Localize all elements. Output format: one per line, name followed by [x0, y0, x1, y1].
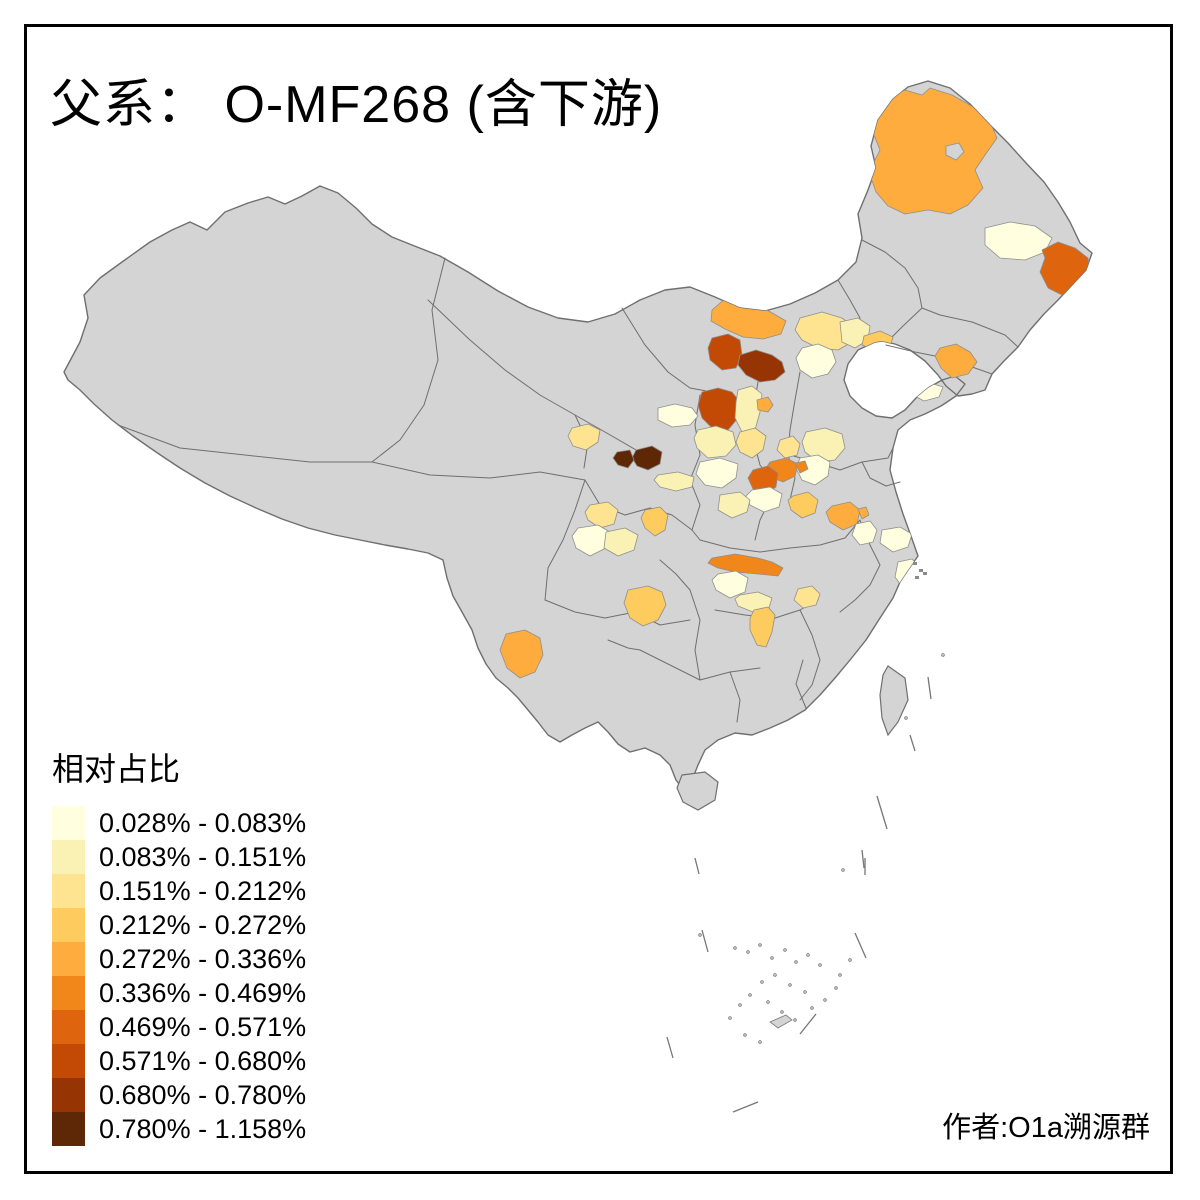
legend-label: 0.151% - 0.212% — [99, 876, 307, 906]
legend-row: 0.780% - 1.158% — [52, 1112, 306, 1146]
legend-row: 0.212% - 0.272% — [52, 908, 306, 942]
map-region-16 — [756, 396, 774, 413]
legend-row: 0.680% - 0.780% — [52, 1078, 306, 1112]
legend-rows: 0.028% - 0.083% 0.083% - 0.151% 0.151% - 0… — [52, 806, 306, 1146]
map-region-18 — [776, 435, 801, 459]
map-region-23 — [567, 423, 601, 451]
map-region-32 — [717, 491, 751, 519]
map-region-07 — [794, 311, 856, 351]
legend-swatch-6 — [52, 976, 85, 1010]
legend-swatch-7 — [52, 1010, 85, 1044]
map-region-43 — [584, 501, 619, 529]
legend-swatch-10 — [52, 1112, 85, 1146]
map-region-38 — [707, 553, 784, 577]
map-region-33 — [825, 501, 861, 531]
map-region-20 — [657, 403, 699, 428]
legend-swatch-3 — [52, 874, 85, 908]
map-region-26 — [653, 471, 695, 492]
legend-row: 0.336% - 0.469% — [52, 976, 306, 1010]
legend-label: 0.083% - 0.151% — [99, 842, 307, 872]
legend-label: 0.571% - 0.680% — [99, 1046, 307, 1076]
map-region-01 — [868, 87, 998, 215]
map-region-22 — [695, 457, 739, 489]
map-region-28 — [794, 460, 809, 474]
map-region-05 — [707, 333, 743, 371]
legend-title: 相对占比 — [52, 751, 181, 787]
legend-swatch-5 — [52, 942, 85, 976]
map-region-35 — [851, 520, 878, 546]
legend-swatch-9 — [52, 1078, 85, 1112]
legend-row: 0.272% - 0.336% — [52, 942, 306, 976]
legend-row: 0.469% - 0.571% — [52, 1010, 306, 1044]
map-region-30 — [787, 491, 819, 519]
legend-row: 0.083% - 0.151% — [52, 840, 306, 874]
map-region-47 — [623, 585, 667, 627]
map-region-48 — [499, 629, 544, 679]
legend-label: 0.680% - 0.780% — [99, 1080, 307, 1110]
map-region-44 — [571, 524, 611, 557]
legend-label: 0.272% - 0.336% — [99, 944, 307, 974]
map-region-46 — [640, 506, 669, 537]
map-region-41 — [749, 606, 776, 648]
map-legend: 相对占比 0.028% - 0.083% 0.083% - 0.151% 0.151… — [52, 744, 306, 1146]
legend-row: 0.571% - 0.680% — [52, 1044, 306, 1078]
legend-label: 0.028% - 0.083% — [99, 808, 307, 838]
map-region-45 — [603, 527, 639, 557]
map-title: 父系： O-MF268 (含下游) — [50, 76, 663, 134]
legend-swatch-8 — [52, 1044, 85, 1078]
map-region-17 — [801, 427, 846, 463]
map-region-11 — [934, 343, 978, 379]
map-region-39 — [711, 570, 749, 599]
legend-swatch-2 — [52, 840, 85, 874]
legend-row: 0.028% - 0.083% — [52, 806, 306, 840]
legend-label: 0.212% - 0.272% — [99, 910, 307, 940]
legend-row: 0.151% - 0.212% — [52, 874, 306, 908]
legend-label: 0.780% - 1.158% — [99, 1114, 307, 1144]
map-region-25 — [612, 449, 635, 469]
legend-label: 0.469% - 0.571% — [99, 1012, 307, 1042]
map-region-21 — [693, 425, 737, 459]
map-region-06 — [737, 349, 786, 383]
map-region-13 — [697, 387, 741, 431]
legend-swatch-1 — [52, 806, 85, 840]
attribution-text: 作者:O1a溯源群 — [942, 1112, 1150, 1144]
map-region-36 — [879, 526, 913, 553]
map-region-15 — [735, 427, 767, 459]
map-region-42 — [793, 585, 821, 609]
legend-swatch-4 — [52, 908, 85, 942]
legend-label: 0.336% - 0.469% — [99, 978, 307, 1008]
map-region-09 — [795, 343, 837, 379]
map-region-34 — [857, 506, 870, 520]
